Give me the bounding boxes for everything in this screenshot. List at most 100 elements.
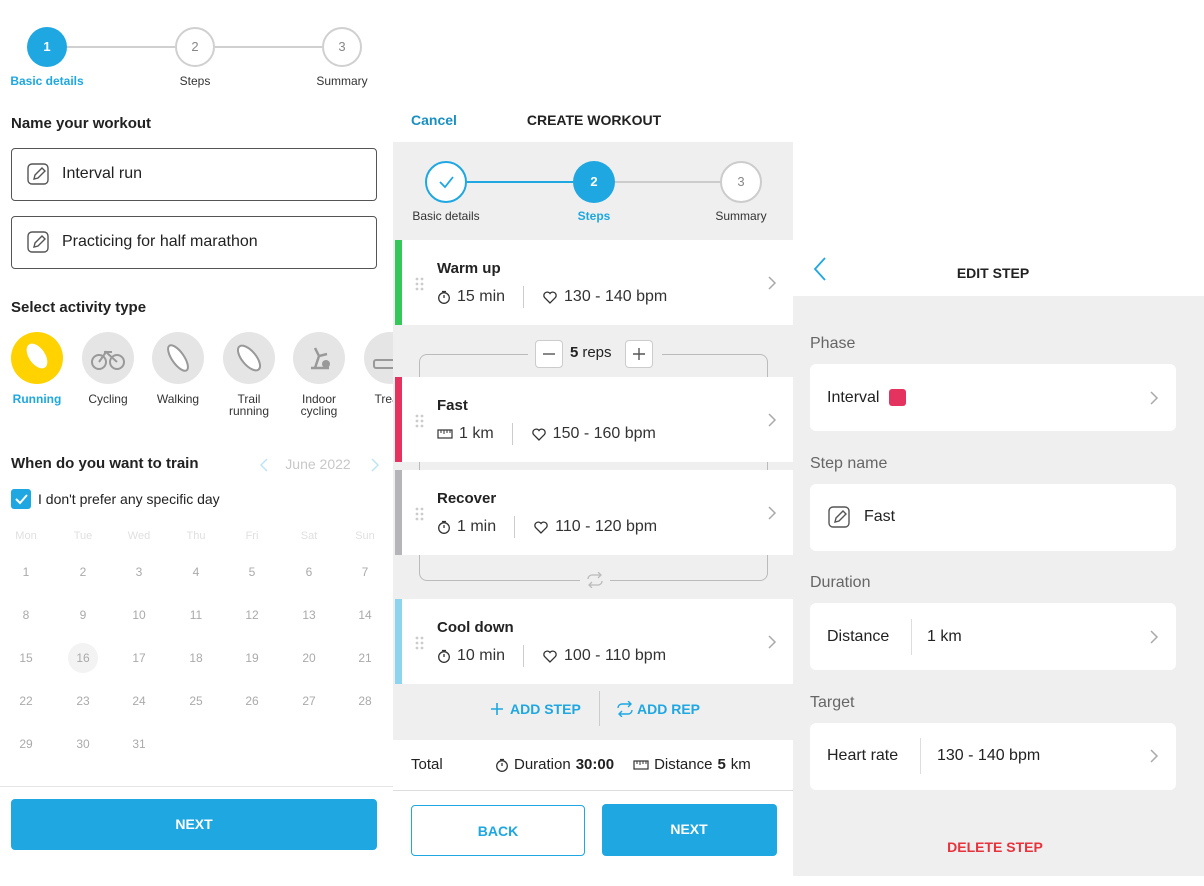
step-name: Cool down [437,619,514,636]
weekday: Wed [127,530,151,542]
day[interactable]: 3 [135,565,143,579]
day[interactable]: 22 [19,694,33,708]
icon-part [420,419,424,423]
day[interactable]: 31 [132,737,146,751]
icon-part [437,429,453,439]
day[interactable]: 30 [76,737,90,751]
step-color [395,377,402,462]
step-duration: 15 min [457,288,506,305]
step-circle [425,161,467,203]
day[interactable]: 8 [22,608,30,622]
icon-part [415,287,419,291]
day[interactable]: 18 [189,651,203,665]
day[interactable]: 27 [302,694,316,708]
next-button[interactable] [11,799,377,850]
day[interactable]: 11 [189,608,203,622]
day[interactable]: 5 [248,565,256,579]
icon-part [496,758,508,772]
day[interactable]: 9 [79,608,87,622]
day[interactable]: 28 [358,694,372,708]
day[interactable]: 14 [358,608,372,622]
icon-part [98,350,118,363]
icon-part [33,235,46,248]
weekday: Tue [73,530,93,542]
day[interactable]: 29 [19,737,33,751]
step-card[interactable] [395,470,793,555]
activity-circle[interactable] [82,332,134,384]
next-button[interactable] [602,804,777,856]
step-card[interactable] [395,377,793,462]
day[interactable]: 21 [358,651,372,665]
checkbox[interactable] [11,489,31,509]
button-label: NEXT [670,821,708,837]
delete-step[interactable]: DELETE STEP [947,839,1043,855]
day[interactable]: 1 [22,565,30,579]
icon-part [15,494,28,505]
day[interactable]: 23 [76,694,90,708]
activity-icon [82,332,134,384]
day[interactable]: 12 [245,608,259,622]
cancel-link[interactable]: Cancel [411,112,457,128]
day[interactable]: 20 [302,651,316,665]
field-card[interactable] [810,603,1176,670]
add-rep[interactable]: ADD REP [637,701,701,717]
icon-part [415,277,424,291]
plus-icon [489,701,505,717]
icon-part [322,360,330,368]
chevron [767,634,777,650]
icon-part [534,521,548,534]
icon-part [420,507,424,511]
text-input[interactable] [11,216,377,269]
icon-part [1150,749,1159,763]
icon-part [415,277,424,291]
pencil-icon [26,162,50,186]
back-button[interactable] [411,805,585,856]
button-label: BACK [477,823,519,839]
step-circle [27,27,67,67]
day[interactable]: 19 [245,651,259,665]
step-card[interactable] [395,599,793,684]
back-chevron[interactable] [813,256,827,282]
add-step[interactable]: ADD STEP [510,701,581,717]
icon-part [768,413,777,427]
step-label: Summary [715,209,767,223]
field-card[interactable] [810,484,1176,551]
day[interactable]: 10 [132,608,146,622]
day[interactable]: 2 [79,565,87,579]
pencil-icon [827,505,851,529]
day[interactable]: 16 [76,651,90,665]
day[interactable]: 25 [189,694,203,708]
prev-month [259,457,269,473]
icon-part [438,651,450,663]
day[interactable]: 7 [361,565,369,579]
icon-part [420,641,424,645]
activity-icon [152,332,204,384]
day[interactable]: 4 [192,565,200,579]
day[interactable]: 17 [132,651,146,665]
icon-part [167,344,189,372]
field-card[interactable] [810,364,1176,431]
day[interactable]: 24 [132,694,146,708]
separator [599,691,600,726]
icon-part [415,636,424,650]
drag-handle [415,277,425,291]
section-heading: Name your workout [11,115,152,132]
step-target: 130 - 140 bpm [564,288,668,305]
field-card[interactable] [810,723,1176,790]
day[interactable]: 6 [305,565,313,579]
icon-part [633,760,649,770]
day[interactable]: 13 [302,608,316,622]
field-label: Phase [810,335,856,352]
text-input[interactable] [11,148,377,201]
step-name: Fast [437,397,468,414]
icon-part [633,348,645,360]
day[interactable]: 15 [19,651,33,665]
icon-part [439,176,454,189]
step-name: Warm up [437,260,501,277]
icon-part [109,354,125,370]
day[interactable]: 26 [245,694,259,708]
activity-label: Running [12,392,62,406]
step-card[interactable] [395,240,793,325]
icon-part [415,512,419,516]
minus-icon [541,346,557,362]
